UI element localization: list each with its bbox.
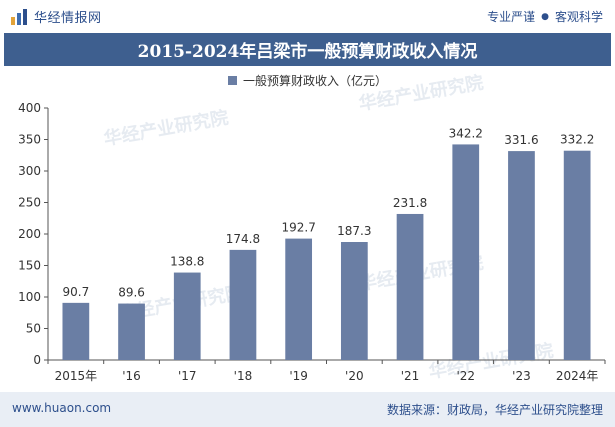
- x-tick-label: 2015年: [55, 369, 98, 383]
- y-tick-label: 300: [18, 164, 41, 178]
- chart-title-bar: 2015-2024年吕梁市一般预算财政收入情况: [4, 33, 611, 66]
- bar: [118, 303, 145, 360]
- footer-url: www.huaon.com: [12, 401, 112, 415]
- y-tick-label: 400: [18, 101, 41, 115]
- legend-label: 一般预算财政收入（亿元）: [242, 74, 387, 88]
- tagline-right: 客观科学: [554, 10, 603, 24]
- bar-value-label: 187.3: [337, 224, 371, 238]
- x-tick-label: '23: [512, 369, 531, 383]
- bar-value-label: 342.2: [449, 126, 483, 140]
- x-tick-label: '20: [345, 369, 364, 383]
- chart-legend: 一般预算财政收入（亿元）: [0, 72, 615, 89]
- y-tick-label: 150: [18, 259, 41, 273]
- x-tick-label: '21: [401, 369, 420, 383]
- footer-source: 数据来源：财政局，华经产业研究院整理: [386, 403, 603, 417]
- brand: 华经情报网: [10, 7, 102, 26]
- bar-chart: 华经产业研究院 华经产业研究院 华经产业研究院 华经产业研究院 华经产业研究院 …: [18, 71, 606, 383]
- x-tick-label: 2024年: [556, 369, 599, 383]
- bar: [229, 249, 257, 360]
- x-tick-label: '18: [234, 369, 253, 383]
- bar: [173, 272, 201, 360]
- bar-value-label: 174.8: [226, 232, 260, 246]
- bar: [452, 144, 480, 360]
- tagline: 专业严谨 ● 客观科学: [487, 8, 603, 25]
- brand-logo-icon: [11, 8, 27, 25]
- bar: [396, 213, 424, 360]
- svg-text:华经产业研究院: 华经产业研究院: [102, 106, 230, 150]
- legend-swatch: [227, 76, 237, 85]
- y-tick-label: 350: [18, 133, 41, 147]
- svg-text:华经产业研究院: 华经产业研究院: [427, 339, 555, 383]
- bar-value-label: 90.7: [62, 285, 89, 299]
- bar-value-label: 192.7: [281, 221, 315, 235]
- y-tick-label: 200: [18, 227, 41, 241]
- svg-text:华经产业研究院: 华经产业研究院: [357, 71, 485, 115]
- bar: [62, 302, 90, 360]
- y-tick-label: 0: [33, 353, 41, 367]
- y-tick-label: 250: [18, 196, 41, 210]
- chart-title: 2015-2024年吕梁市一般预算财政收入情况: [137, 42, 478, 62]
- bar-value-label: 231.8: [393, 196, 427, 210]
- x-tick-label: '19: [289, 369, 308, 383]
- bars: 90.7 89.6 138.8 174.8 192.7 187.3 231.8 342.2 33…: [62, 126, 594, 360]
- bar-value-label: 331.6: [504, 133, 538, 147]
- brand-name: 华经情报网: [34, 11, 102, 26]
- bar: [563, 150, 591, 360]
- watermarks: 华经产业研究院 华经产业研究院 华经产业研究院 华经产业研究院 华经产业研究院: [102, 71, 555, 383]
- bullet-dot-icon: ●: [541, 11, 549, 22]
- x-tick-label: '16: [122, 369, 141, 383]
- bar-value-label: 332.2: [560, 133, 594, 147]
- x-tick-label: '17: [178, 369, 197, 383]
- bar: [508, 151, 535, 360]
- y-tick-label: 50: [26, 322, 41, 336]
- bar-value-label: 138.8: [170, 255, 204, 269]
- top-bar: 华经情报网 专业严谨 ● 客观科学: [0, 0, 615, 32]
- bar-value-label: 89.6: [118, 286, 145, 300]
- y-tick-label: 100: [18, 290, 41, 304]
- bar: [340, 242, 368, 360]
- x-tick-label: '22: [456, 369, 475, 383]
- bar: [285, 238, 313, 360]
- tagline-left: 专业严谨: [487, 10, 536, 24]
- footer: www.huaon.com 数据来源：财政局，华经产业研究院整理: [0, 392, 615, 427]
